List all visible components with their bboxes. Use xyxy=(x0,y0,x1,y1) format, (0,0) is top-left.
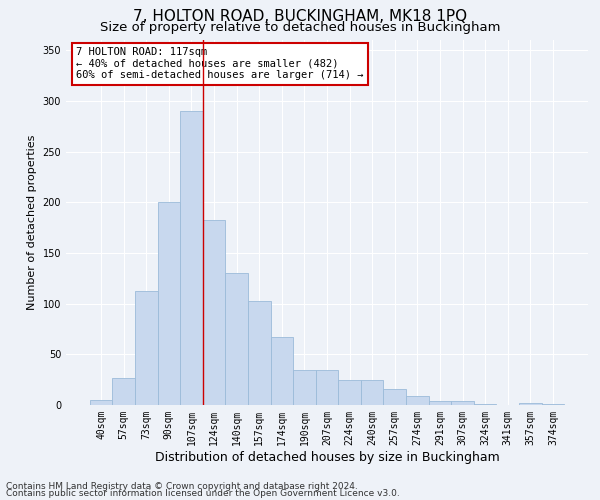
Bar xyxy=(451,401,474,405)
Text: Size of property relative to detached houses in Buckingham: Size of property relative to detached ho… xyxy=(100,21,500,34)
Bar xyxy=(519,403,542,405)
Bar xyxy=(361,380,383,405)
Bar xyxy=(293,370,316,405)
Text: Contains public sector information licensed under the Open Government Licence v3: Contains public sector information licen… xyxy=(6,489,400,498)
Text: 7 HOLTON ROAD: 117sqm
← 40% of detached houses are smaller (482)
60% of semi-det: 7 HOLTON ROAD: 117sqm ← 40% of detached … xyxy=(76,48,364,80)
Bar xyxy=(316,370,338,405)
X-axis label: Distribution of detached houses by size in Buckingham: Distribution of detached houses by size … xyxy=(155,450,499,464)
Bar xyxy=(428,401,451,405)
Bar xyxy=(338,380,361,405)
Bar xyxy=(112,378,135,405)
Bar xyxy=(248,300,271,405)
Text: 7, HOLTON ROAD, BUCKINGHAM, MK18 1PQ: 7, HOLTON ROAD, BUCKINGHAM, MK18 1PQ xyxy=(133,9,467,24)
Bar xyxy=(226,273,248,405)
Bar xyxy=(474,404,496,405)
Bar xyxy=(406,396,428,405)
Text: Contains HM Land Registry data © Crown copyright and database right 2024.: Contains HM Land Registry data © Crown c… xyxy=(6,482,358,491)
Bar xyxy=(383,389,406,405)
Bar xyxy=(180,111,203,405)
Bar xyxy=(542,404,564,405)
Y-axis label: Number of detached properties: Number of detached properties xyxy=(27,135,37,310)
Bar xyxy=(158,202,180,405)
Bar xyxy=(90,400,112,405)
Bar xyxy=(135,292,158,405)
Bar xyxy=(271,337,293,405)
Bar xyxy=(203,220,226,405)
